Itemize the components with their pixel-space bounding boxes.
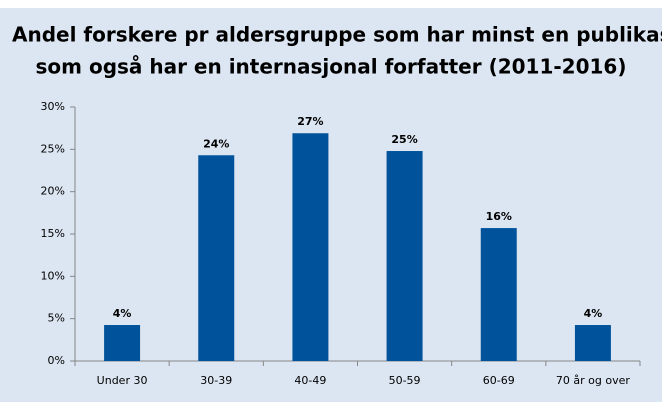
y-tick-label: 5%: [48, 312, 65, 325]
bar: [104, 325, 141, 361]
y-tick-label: 10%: [41, 269, 65, 282]
y-tick-label: 0%: [48, 354, 65, 367]
bar: [480, 228, 517, 361]
x-tick-label: 70 år og over: [556, 374, 630, 387]
bar: [198, 155, 235, 361]
value-label: 16%: [486, 210, 512, 223]
chart-title: som også har en internasjonal forfatter …: [36, 55, 627, 79]
bar: [574, 325, 611, 361]
x-tick-label: 60-69: [483, 374, 515, 387]
y-tick-label: 20%: [41, 185, 65, 198]
bar: [292, 133, 329, 361]
value-label: 25%: [391, 133, 417, 146]
value-label: 27%: [297, 115, 323, 128]
y-tick-label: 30%: [41, 100, 65, 113]
y-tick-label: 15%: [41, 227, 65, 240]
x-tick-label: 50-59: [389, 374, 421, 387]
x-tick-label: 40-49: [294, 374, 326, 387]
value-label: 4%: [584, 307, 603, 320]
chart-title: Andel forskere pr aldersgruppe som har m…: [12, 23, 662, 47]
x-tick-label: Under 30: [97, 374, 148, 387]
y-tick-label: 25%: [41, 142, 65, 155]
x-tick-label: 30-39: [200, 374, 232, 387]
value-label: 24%: [203, 137, 229, 150]
value-label: 4%: [113, 307, 132, 320]
bar: [386, 151, 423, 361]
